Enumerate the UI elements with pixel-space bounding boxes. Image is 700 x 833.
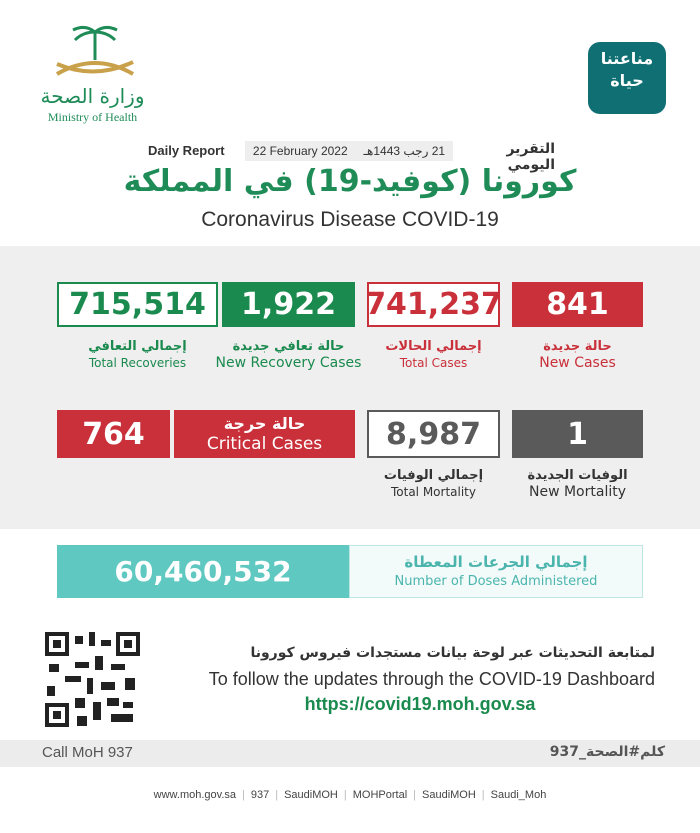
stat-value: 1,922 [222, 282, 355, 327]
label-en: New Recovery Cases [215, 355, 362, 371]
stat-label: إجمالي الحالات Total Cases [367, 338, 500, 372]
label-en: Number of Doses Administered [394, 574, 598, 589]
social-link[interactable]: www.moh.gov.sa [153, 789, 236, 801]
label-en: New Mortality [528, 484, 626, 500]
app-logo: مناعتنا حياة [588, 42, 666, 114]
label-ar: حالة حرجة [223, 414, 306, 433]
social-links: www.moh.gov.sa | 937 | SaudiMOH | MOHPortal… [153, 789, 547, 801]
label-en: Total Cases [399, 356, 468, 370]
stat-label: الوفيات الجديدة New Mortality [512, 467, 643, 501]
stat-value: 841 [512, 282, 643, 327]
label-ar: إجمالي الحالات [385, 339, 482, 354]
title-en: Coronavirus Disease COVID-19 [201, 208, 499, 231]
label-en: New Cases [539, 355, 616, 371]
social-link[interactable]: SaudiMOH [284, 789, 338, 801]
stat-value: 8,987 [367, 410, 500, 458]
footer-bar [0, 740, 700, 767]
label-ar: حالة جديدة [543, 339, 612, 354]
date-box: 22 February 2022 21 رجب 1443هـ [245, 141, 453, 161]
stat-value: 764 [57, 410, 170, 458]
qr-code [45, 632, 140, 727]
date-hijri: 21 رجب 1443هـ [363, 144, 446, 158]
call-text: Call MoH 937 [42, 744, 133, 761]
date-gregorian: 22 February 2022 [252, 144, 348, 158]
report-ar: التقرير اليومي [506, 141, 555, 173]
label-ar: حالة تعافي جديدة [232, 339, 345, 354]
stat-label: إجمالي الوفيات Total Mortality [367, 467, 500, 501]
stat-label: حالة تعافي جديدة New Recovery Cases [205, 338, 372, 372]
doses-value: 60,460,532 [57, 545, 349, 598]
label-en: Critical Cases [206, 434, 323, 454]
social-link[interactable]: MOHPortal [352, 789, 408, 801]
follow-ar: لمتابعة التحديثات عبر لوحة بيانات مستجدا… [250, 645, 655, 661]
dashboard-url[interactable]: https://covid19.moh.gov.sa [304, 694, 536, 714]
title-ar: كورونا (كوفيد-19) في المملكة [123, 164, 577, 199]
social-link[interactable]: Saudi_Moh [490, 789, 547, 801]
stat-label: إجمالي التعافي Total Recoveries [57, 338, 218, 372]
stat-value: 741,237 [365, 282, 502, 327]
stat-label: حالة جديدة New Cases [512, 338, 643, 372]
stat-label: حالة حرجة Critical Cases [174, 410, 355, 458]
label-ar: إجمالي التعافي [88, 339, 187, 354]
label-ar: إجمالي الجرعات المعطاة [404, 553, 588, 571]
report-en: Daily Report [148, 143, 225, 158]
moh-emblem [55, 25, 135, 76]
stat-value: 715,514 [57, 282, 218, 327]
stat-value: 1 [512, 410, 643, 458]
ministry-ar: وزارة الصحة [40, 84, 145, 108]
follow-en: To follow the updates through the COVID-… [208, 669, 655, 689]
hashtag: كلم#الصحة_937 [549, 744, 665, 760]
app-logo-text: مناعتنا [600, 49, 654, 68]
social-link[interactable]: 937 [250, 789, 270, 801]
doses-label: إجمالي الجرعات المعطاة Number of Doses Ad… [349, 545, 643, 598]
ministry-en: Ministry of Health [47, 110, 138, 124]
app-logo-text: حياة [610, 71, 644, 90]
label-ar: إجمالي الوفيات [383, 468, 484, 483]
label-ar: الوفيات الجديدة [527, 468, 628, 483]
social-link[interactable]: SaudiMOH [422, 789, 476, 801]
label-en: Total Recoveries [88, 356, 187, 370]
label-en: Total Mortality [390, 485, 476, 499]
